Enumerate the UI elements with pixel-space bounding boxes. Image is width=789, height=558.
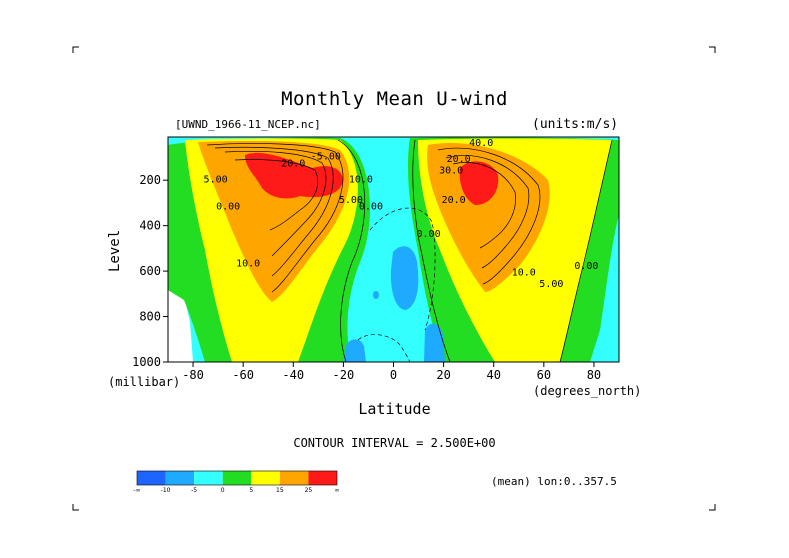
x-tick-label: 0	[390, 368, 397, 382]
colorbar-label: -10	[161, 487, 171, 494]
y-axis-units: (millibar)	[108, 375, 181, 389]
band-blue-sfc-a	[344, 339, 366, 362]
colorbar-swatch	[251, 471, 280, 485]
colorbar-label: -∞	[133, 487, 140, 494]
band-red-south	[245, 152, 343, 199]
contour-label: 10.0	[349, 174, 373, 185]
contour-label: 10.0	[512, 268, 536, 279]
x-tick-label: 60	[537, 368, 551, 382]
colorbar-swatch	[279, 471, 309, 485]
contour-line	[412, 139, 451, 362]
y-tick-label: 800	[139, 310, 161, 324]
contour-line	[559, 139, 613, 362]
colorbar-label: 15	[276, 487, 284, 494]
contour-line	[224, 150, 327, 257]
x-tick-label: 80	[587, 368, 601, 382]
colorbar-frame	[136, 470, 338, 486]
band-blue-mid	[390, 246, 419, 310]
corner-mark-bl	[72, 504, 79, 511]
colorbar-swatch	[137, 471, 166, 485]
contour-line	[445, 155, 530, 269]
contour-labels: -5.0020.010.05.000.005.000.0010.00.0040.…	[204, 138, 599, 290]
y-tick-label: 1000	[132, 355, 161, 369]
contour-line	[214, 146, 334, 277]
contour-line	[234, 159, 319, 231]
contour-lines	[206, 139, 613, 362]
colorbar-label: 25	[305, 487, 313, 494]
contour-label: 0.00	[574, 261, 598, 272]
y-ticks: 200 400 600 800 1000	[132, 173, 168, 369]
corner-mark-br	[709, 504, 716, 511]
corner-mark-tr	[709, 46, 716, 53]
contour-interval-text: CONTOUR INTERVAL = 2.500E+00	[293, 436, 496, 450]
corner-marks	[72, 46, 716, 511]
x-tick-label: -60	[232, 368, 254, 382]
colorbar-label: 0	[221, 487, 225, 494]
colorbar-label: 5	[249, 487, 253, 494]
colorbar-swatch	[222, 471, 252, 485]
contour-line	[337, 139, 366, 362]
contour-line	[437, 147, 541, 285]
x-tick-label: -20	[333, 368, 355, 382]
missing-data-region	[168, 272, 193, 362]
band-blue-sfc-b	[424, 323, 445, 362]
x-axis-label: Latitude	[358, 400, 431, 418]
colorbar-swatch	[308, 471, 337, 485]
contour-label: 10.0	[236, 259, 260, 270]
corner-mark-tl	[72, 46, 79, 53]
colorbar: -∞ -10 -5 0 5 15 25 ∞	[133, 470, 340, 494]
contour-label: 0.00	[417, 229, 441, 240]
plot-area	[168, 137, 619, 362]
x-tick-label: -40	[282, 368, 304, 382]
x-axis-units: (degrees_north)	[533, 384, 642, 398]
x-tick-label: 20	[436, 368, 450, 382]
x-ticks: -80 -60 -40 -20 0 20 40 60 80	[182, 362, 601, 382]
contour-line	[206, 143, 344, 293]
y-tick-label: 200	[139, 173, 161, 187]
band-red-north	[459, 161, 499, 205]
colorbar-swatch	[194, 471, 223, 485]
x-tick-label: 40	[486, 368, 500, 382]
colorbar-swatch	[165, 471, 195, 485]
x-tick-label: -80	[182, 368, 204, 382]
contour-label: 0.00	[359, 202, 383, 213]
contour-label: 5.00	[204, 174, 228, 185]
y-tick-label: 400	[139, 219, 161, 233]
chart-title: Monthly Mean U-wind	[281, 88, 508, 110]
units-label: (units:m/s)	[532, 117, 619, 132]
contour-label: 20.0	[447, 154, 471, 165]
contour-label: 30.0	[439, 165, 463, 176]
colorbar-label: -5	[191, 487, 197, 494]
contour-label: 20.0	[281, 159, 305, 170]
dataset-label: [UWND_1966-11_NCEP.nc]	[175, 118, 321, 131]
band-blue-dot	[373, 291, 379, 299]
y-tick-label: 600	[139, 264, 161, 278]
mean-lon-text: (mean) lon:0..357.5	[491, 475, 617, 488]
contour-label: -5.00	[311, 152, 341, 163]
contour-line	[452, 162, 516, 249]
colorbar-label: ∞	[335, 487, 340, 494]
contour-label: 5.00	[539, 279, 563, 290]
contour-label: 20.0	[442, 195, 466, 206]
contour-label: 40.0	[469, 138, 493, 149]
contour-label: 0.00	[216, 202, 240, 213]
band-orange-north	[427, 143, 550, 292]
contour-label: 5.00	[339, 195, 363, 206]
